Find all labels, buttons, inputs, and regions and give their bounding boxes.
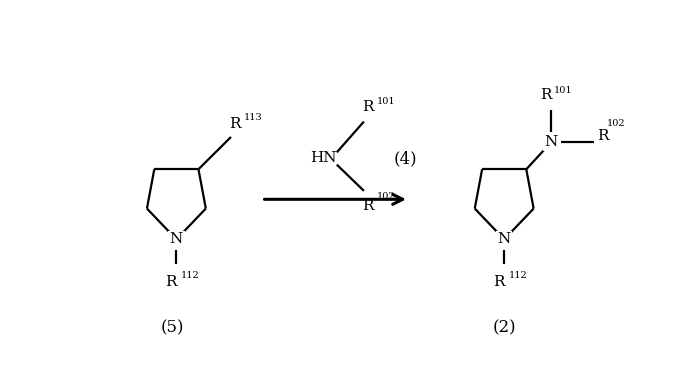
Text: R: R [362, 199, 373, 212]
Text: R: R [540, 88, 551, 102]
Text: 102: 102 [607, 119, 625, 129]
Text: 112: 112 [181, 271, 200, 280]
Text: 112: 112 [509, 271, 528, 280]
Text: (4): (4) [393, 150, 417, 167]
Text: N: N [170, 232, 183, 247]
Text: R: R [165, 275, 177, 289]
Text: 102: 102 [376, 192, 395, 200]
Text: N: N [498, 232, 511, 247]
Text: (2): (2) [492, 319, 516, 336]
Text: 113: 113 [244, 113, 262, 122]
Text: HN: HN [311, 152, 337, 166]
Text: R: R [362, 100, 373, 114]
Text: R: R [597, 129, 609, 143]
Text: N: N [544, 135, 558, 149]
Text: (5): (5) [161, 319, 184, 336]
Text: 101: 101 [376, 97, 395, 106]
Text: 101: 101 [554, 86, 573, 94]
Text: R: R [229, 117, 241, 131]
Text: R: R [493, 275, 505, 289]
